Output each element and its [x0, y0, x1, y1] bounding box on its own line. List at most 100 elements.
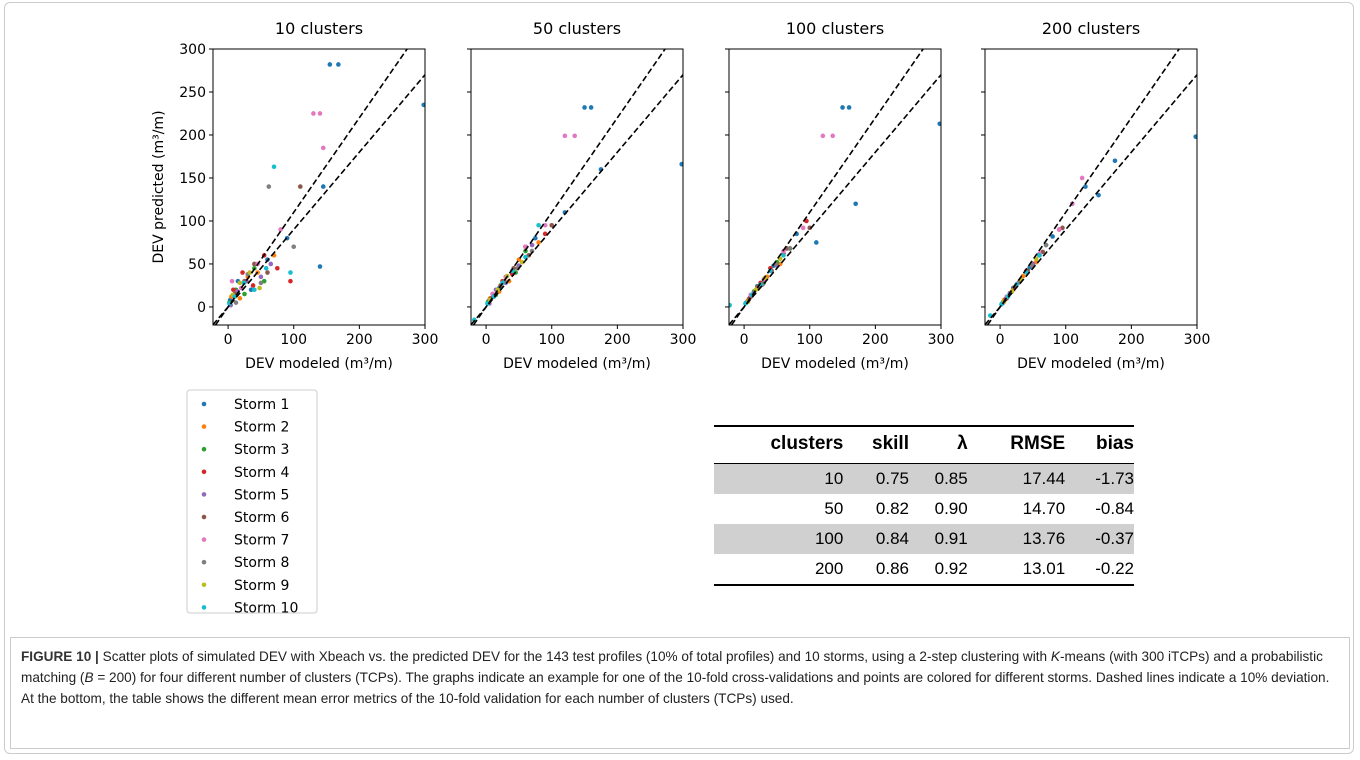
- column-header: skill: [843, 425, 909, 464]
- y-axis-label: DEV predicted (m³/m): [151, 110, 167, 263]
- point: [271, 164, 277, 170]
- caption: FIGURE 10 | Scatter plots of simulated D…: [10, 637, 1350, 749]
- point: [588, 105, 594, 110]
- point: [263, 265, 269, 271]
- legend-label: Storm 4: [234, 465, 290, 481]
- x-tick-label: 100: [280, 332, 307, 348]
- reference-line: [472, 49, 666, 325]
- panel-title: 10 clusters: [275, 19, 363, 38]
- point: [288, 278, 293, 284]
- point: [247, 270, 253, 275]
- point: [679, 161, 683, 167]
- legend-marker: [201, 492, 207, 497]
- caption-italic: K: [1050, 649, 1060, 664]
- point: [268, 261, 274, 267]
- x-tick-label: 300: [1184, 332, 1211, 348]
- legend-marker: [201, 582, 207, 588]
- legend-marker: [201, 514, 207, 520]
- point: [320, 145, 326, 151]
- y-tick-label: 0: [197, 300, 206, 316]
- table-row: 100 0.84 0.91 13.76 -0.37: [714, 524, 1134, 554]
- point: [258, 280, 264, 286]
- points: [471, 49, 683, 325]
- x-tick-label: 200: [604, 332, 631, 348]
- table-cell: 0.85: [908, 463, 968, 494]
- metrics-table: clusters skill λ RMSE bias 10 0.75 0.85 17.44 -1…: [714, 425, 1134, 586]
- x-tick-label: 200: [346, 332, 373, 348]
- table-cell: 0.92: [908, 554, 968, 586]
- point: [1037, 253, 1042, 258]
- point: [231, 287, 236, 293]
- point: [846, 105, 852, 110]
- points: [729, 49, 941, 325]
- point: [840, 105, 845, 110]
- y-tick-label: 100: [179, 214, 206, 230]
- reference-line: [985, 74, 1197, 325]
- point: [327, 62, 333, 67]
- point: [320, 184, 326, 189]
- x-axis-label: DEV modeled (m³/m): [503, 356, 651, 372]
- point: [242, 291, 247, 297]
- x-axis-label: DEV modeled (m³/m): [245, 356, 393, 372]
- x-tick-label: 200: [862, 332, 889, 348]
- table-cell: 0.82: [875, 499, 909, 518]
- table-cell: 13.76: [967, 524, 1066, 554]
- x-axis-label: DEV modeled (m³/m): [1017, 356, 1165, 372]
- x-tick-label: 0: [740, 332, 749, 348]
- table-cell: 14.70: [1022, 499, 1066, 518]
- point: [266, 184, 272, 189]
- x-tick-label: 0: [996, 332, 1005, 348]
- panel-title: 200 clusters: [1042, 19, 1140, 38]
- table-cell: 0.86: [843, 554, 909, 586]
- table-cell: 13.01: [967, 554, 1066, 586]
- legend-marker: [201, 401, 207, 407]
- point: [291, 244, 297, 250]
- legend-marker: [201, 605, 207, 610]
- y-tick-label: 250: [179, 85, 206, 101]
- point: [233, 300, 239, 305]
- legend-label: Storm 9: [234, 578, 289, 594]
- point: [229, 278, 235, 284]
- table-row: 50 0.82 0.90 14.70 -0.84: [714, 494, 1134, 524]
- point: [240, 270, 245, 275]
- point: [250, 283, 256, 288]
- x-tick-label: 200: [1118, 332, 1145, 348]
- plot-frame: [728, 48, 942, 326]
- scatter-panel: 10 clusters 0 100 200 300 0 50 100 150 200 250 300 D…: [151, 19, 438, 372]
- x-tick-label: 300: [412, 332, 439, 348]
- point: [252, 287, 257, 293]
- point: [317, 111, 323, 116]
- point: [1193, 134, 1197, 140]
- reference-line: [730, 49, 924, 325]
- column-header: λ: [908, 425, 968, 464]
- point: [853, 201, 858, 207]
- table-row: 200 0.86 0.92 13.01 -0.22: [714, 554, 1134, 586]
- x-tick-label: 100: [1052, 332, 1079, 348]
- legend-label: Storm 2: [234, 420, 289, 436]
- point: [729, 302, 732, 308]
- point: [1112, 158, 1118, 164]
- points: [985, 49, 1197, 325]
- x-tick-label: 100: [796, 332, 823, 348]
- x-tick-label: 300: [670, 332, 697, 348]
- point: [297, 184, 303, 189]
- point: [311, 111, 316, 116]
- table-cell: -0.37: [1065, 524, 1134, 554]
- legend-marker: [201, 446, 207, 452]
- table-cell: 10: [714, 463, 844, 494]
- point: [237, 280, 243, 286]
- point: [519, 259, 525, 265]
- point: [800, 225, 806, 231]
- point: [813, 240, 819, 245]
- column-header: bias: [1065, 425, 1134, 464]
- point: [533, 235, 538, 241]
- table-cell: 0.90: [934, 499, 968, 518]
- point: [275, 265, 280, 271]
- point: [237, 296, 243, 301]
- scatter-panel: 200 clusters 0 100 200 300 DEV modeled (m³/m): [981, 19, 1210, 372]
- point: [536, 240, 541, 245]
- column-header: clusters: [714, 425, 844, 464]
- point: [830, 133, 836, 139]
- y-tick-label: 200: [179, 128, 206, 144]
- point: [562, 133, 568, 139]
